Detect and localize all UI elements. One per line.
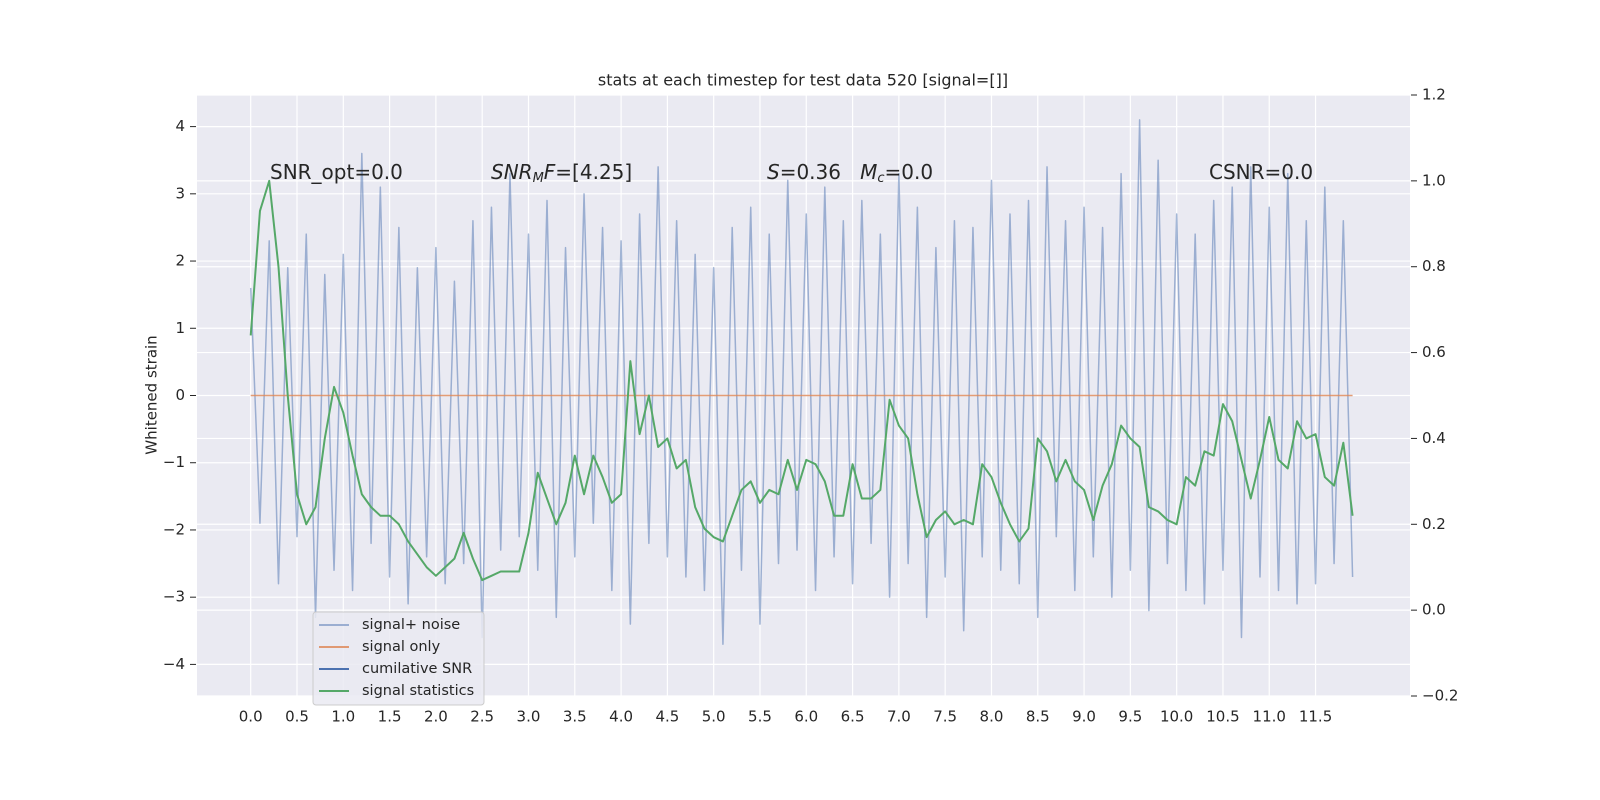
annotation-part: CSNR=0.0 [1209,160,1313,184]
x-tick-label: 2.0 [424,708,448,726]
y-tick-label: −3 [163,588,185,606]
x-tick-label: 1.0 [331,708,355,726]
annotation-part: SNR_opt=0.0 [270,160,403,184]
y2-tick-label: 0.0 [1422,601,1446,619]
x-tick-label: 0.5 [285,708,309,726]
annotation: CSNR=0.0 [1209,160,1313,184]
y-tick-label: −2 [163,520,185,538]
y2-tick-label: 0.2 [1422,515,1446,533]
series-line [249,119,1354,645]
series-line [249,179,1354,582]
x-tick-label: 5.5 [748,708,772,726]
chart-title: stats at each timestep for test data 520… [598,71,1008,90]
x-tick-label: 4.5 [655,708,679,726]
y2-tick-label: 1.0 [1422,171,1446,189]
annotation-part: F [544,160,556,184]
y2-tick-label: 1.2 [1422,86,1446,104]
x-tick-label: 1.5 [378,708,402,726]
legend-label: cumilative SNR [362,661,472,677]
x-tick-label: 9.5 [1118,708,1142,726]
annotation-part: M [533,171,544,186]
x-tick-label: 7.5 [933,708,957,726]
y-tick-label: 2 [175,252,185,270]
x-tick-label: 7.0 [887,708,911,726]
legend-label: signal statistics [362,683,474,699]
annotation: SNR_opt=0.0 [270,160,403,184]
annotation-part: SNR [491,160,533,184]
x-tick-label: 6.0 [794,708,818,726]
x-tick-label: 3.0 [517,708,541,726]
x-tick-label: 8.0 [980,708,1004,726]
annotation-part: =[4.25] [555,160,632,184]
x-tick-label: 9.0 [1072,708,1096,726]
annotation: S=0.36 Mc=0.0 [767,160,933,186]
y-tick-label: 4 [175,117,185,135]
x-tick-label: 0.0 [239,708,263,726]
x-tick-label: 8.5 [1026,708,1050,726]
y-tick-label: −1 [163,453,185,471]
legend-label: signal+ noise [362,617,460,633]
annotation-part: c [877,171,884,186]
x-tick-label: 3.5 [563,708,587,726]
annotation-part: S [767,160,780,184]
y2-tick-label: 0.8 [1422,257,1446,275]
y-tick-label: 3 [175,184,185,202]
legend-box [312,611,485,706]
y-tick-label: 1 [175,319,185,337]
x-tick-label: 10.5 [1206,708,1239,726]
x-tick-label: 11.0 [1253,708,1286,726]
y2-tick-label: 0.4 [1422,429,1446,447]
x-tick-label: 6.5 [841,708,865,726]
annotation-part: M [860,160,877,184]
annotation-part: =0.36 [780,160,860,184]
y2-tick-label: 0.6 [1422,343,1446,361]
x-tick-label: 10.0 [1160,708,1193,726]
y-tick-label: −4 [163,655,185,673]
annotation-part: =0.0 [885,160,934,184]
x-tick-label: 11.5 [1299,708,1332,726]
legend-label: signal only [362,639,441,655]
y-axis-label: Whitened strain [143,335,161,454]
y2-tick-label: −0.2 [1422,687,1458,705]
x-tick-label: 5.0 [702,708,726,726]
x-tick-label: 2.5 [470,708,494,726]
x-tick-label: 4.0 [609,708,633,726]
y-tick-label: 0 [175,386,185,404]
annotation: SNRMF=[4.25] [491,160,632,186]
